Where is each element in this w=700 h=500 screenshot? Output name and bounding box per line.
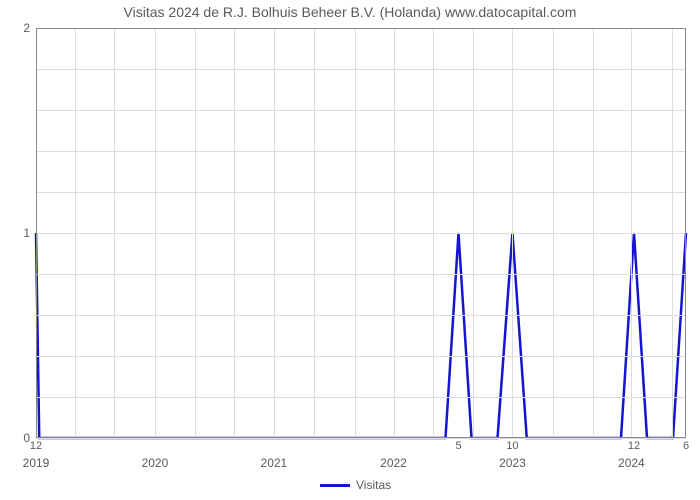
plot-border — [36, 28, 686, 29]
gridline-h — [36, 110, 686, 111]
gridline-h — [36, 233, 686, 234]
gridline-v — [195, 28, 196, 438]
plot-border — [685, 28, 686, 438]
x-year-label: 2019 — [23, 456, 50, 470]
gridline-v — [114, 28, 115, 438]
gridline-v — [473, 28, 474, 438]
gridline-h — [36, 438, 686, 439]
gridline-v — [593, 28, 594, 438]
plot-border — [36, 437, 686, 438]
gridline-h — [36, 274, 686, 275]
gridline-v — [355, 28, 356, 438]
gridline-v — [274, 28, 275, 438]
x-year-label: 2020 — [142, 456, 169, 470]
gridline-h — [36, 397, 686, 398]
legend-swatch — [320, 484, 350, 487]
gridline-h — [36, 69, 686, 70]
plot-area: 01220192020202120222023202412510126 — [36, 28, 686, 438]
gridline-v — [234, 28, 235, 438]
gridline-h — [36, 356, 686, 357]
gridline-h — [36, 151, 686, 152]
gridline-v — [75, 28, 76, 438]
x-year-label: 2022 — [380, 456, 407, 470]
chart-title: Visitas 2024 de R.J. Bolhuis Beheer B.V.… — [0, 4, 700, 20]
visitas-line — [36, 233, 686, 438]
gridline-v — [433, 28, 434, 438]
point-value-label: 12 — [30, 440, 42, 452]
x-year-label: 2024 — [618, 456, 645, 470]
gridline-h — [36, 192, 686, 193]
gridline-v — [553, 28, 554, 438]
plot-border — [36, 28, 37, 438]
point-value-label: 6 — [683, 440, 689, 452]
legend: Visitas — [320, 478, 391, 492]
gridline-v — [394, 28, 395, 438]
gridline-v — [155, 28, 156, 438]
gridline-v — [512, 28, 513, 438]
gridline-v — [631, 28, 632, 438]
y-tick-label: 1 — [23, 226, 30, 240]
gridline-h — [36, 315, 686, 316]
gridline-v — [314, 28, 315, 438]
x-year-label: 2021 — [261, 456, 288, 470]
x-year-label: 2023 — [499, 456, 526, 470]
point-value-label: 5 — [455, 440, 461, 452]
point-value-label: 10 — [506, 440, 518, 452]
gridline-v — [672, 28, 673, 438]
chart-container: Visitas 2024 de R.J. Bolhuis Beheer B.V.… — [0, 0, 700, 500]
y-tick-label: 2 — [23, 21, 30, 35]
point-value-label: 12 — [628, 440, 640, 452]
legend-label: Visitas — [356, 478, 391, 492]
